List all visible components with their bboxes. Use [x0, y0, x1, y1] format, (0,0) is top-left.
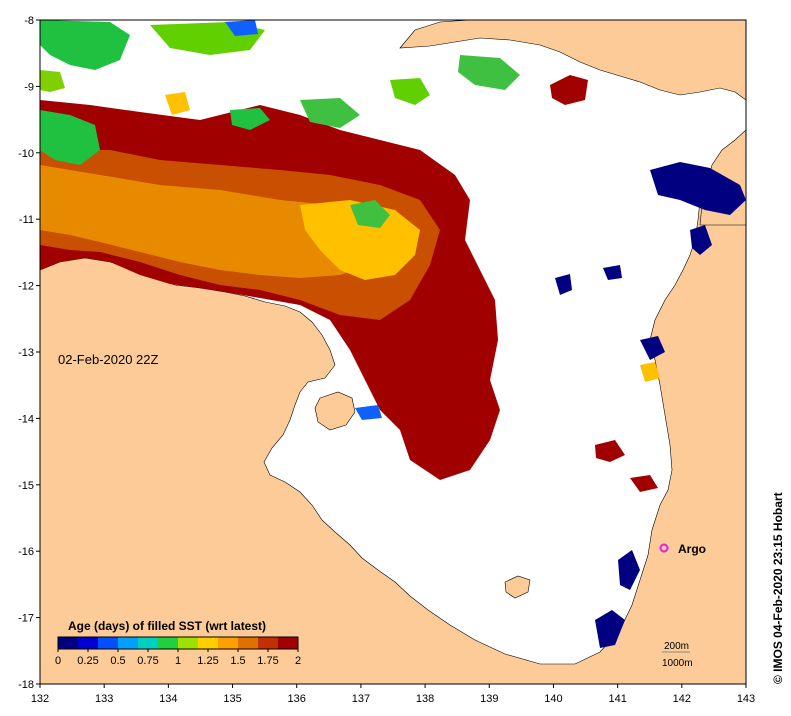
legend-tick-label: 2 [295, 655, 301, 667]
depth-legend: 200m 1000m [662, 641, 693, 669]
legend-color-segment [278, 637, 299, 649]
legend-color-segment [58, 637, 79, 649]
longitude-axis: 132 133 134 135 136 137 138 139 140 141 142 143 [31, 684, 755, 705]
legend-tick-label: 1.25 [197, 655, 218, 667]
legend-color-segment [98, 637, 119, 649]
lat-tick-label: -17 [18, 613, 34, 625]
lat-tick-label: -16 [18, 546, 34, 558]
legend-tick-label: 0.5 [110, 655, 125, 667]
legend-colorbar [57, 636, 299, 650]
lon-tick-label: 139 [480, 693, 498, 705]
legend-title: Age (days) of filled SST (wrt latest) [68, 619, 266, 633]
legend-tick-label: 1.5 [230, 655, 245, 667]
lon-tick-label: 140 [544, 693, 562, 705]
lon-tick-label: 132 [31, 693, 49, 705]
legend-color-segment [78, 637, 99, 649]
legend-color-segment [258, 637, 279, 649]
lon-tick-label: 135 [223, 693, 241, 705]
legend-tick-label: 1.75 [257, 655, 278, 667]
legend-color-segment [118, 637, 139, 649]
depth-1000-label: 1000m [662, 658, 693, 669]
land-new-guinea [399, 20, 746, 101]
legend-tick-label: 1 [175, 655, 181, 667]
lat-tick-label: -11 [19, 214, 34, 226]
land-wellesley [504, 575, 531, 599]
argo-marker: Argo [659, 542, 706, 556]
legend-color-segment [198, 637, 219, 649]
lon-tick-label: 141 [608, 693, 626, 705]
legend-color-segment [238, 637, 259, 649]
lat-tick-label: -12 [18, 281, 34, 293]
credit-text: © IMOS 04-Feb-2020 23:15 Hobart [771, 492, 785, 684]
lat-tick-label: -10 [18, 148, 34, 160]
lat-tick-label: -9 [24, 81, 34, 93]
lat-tick-label: -18 [18, 679, 34, 691]
depth-200-label: 200m [664, 641, 689, 652]
legend-color-segment [218, 637, 239, 649]
lat-tick-label: -14 [18, 413, 34, 425]
lat-tick-label: -15 [18, 480, 34, 492]
lon-tick-label: 134 [159, 693, 177, 705]
legend-tick-label: 0 [55, 655, 61, 667]
lon-tick-label: 133 [95, 693, 113, 705]
date-label: 02-Feb-2020 22Z [58, 352, 159, 367]
legend-ticks: 0 0.25 0.5 0.75 1 1.25 1.5 1.75 2 [55, 649, 301, 667]
lon-tick-label: 142 [673, 693, 691, 705]
legend-tick-label: 0.75 [137, 655, 158, 667]
legend-tick-label: 0.25 [77, 655, 98, 667]
lon-tick-label: 143 [737, 693, 755, 705]
legend-color-segment [158, 637, 179, 649]
latitude-axis: -8 -9 -10 -11 -12 -13 -14 -15 -16 -17 -18 [18, 15, 40, 691]
land-arnhem [40, 134, 746, 684]
lat-tick-label: -8 [24, 15, 34, 27]
argo-icon [659, 543, 669, 553]
lon-tick-label: 137 [352, 693, 370, 705]
legend-color-segment [138, 637, 159, 649]
argo-label: Argo [678, 542, 706, 556]
lat-tick-label: -13 [18, 347, 34, 359]
sst-fill-layer [40, 20, 746, 648]
lon-tick-label: 136 [288, 693, 306, 705]
legend-color-segment [178, 637, 199, 649]
lon-tick-label: 138 [416, 693, 434, 705]
land-groote [314, 391, 356, 431]
